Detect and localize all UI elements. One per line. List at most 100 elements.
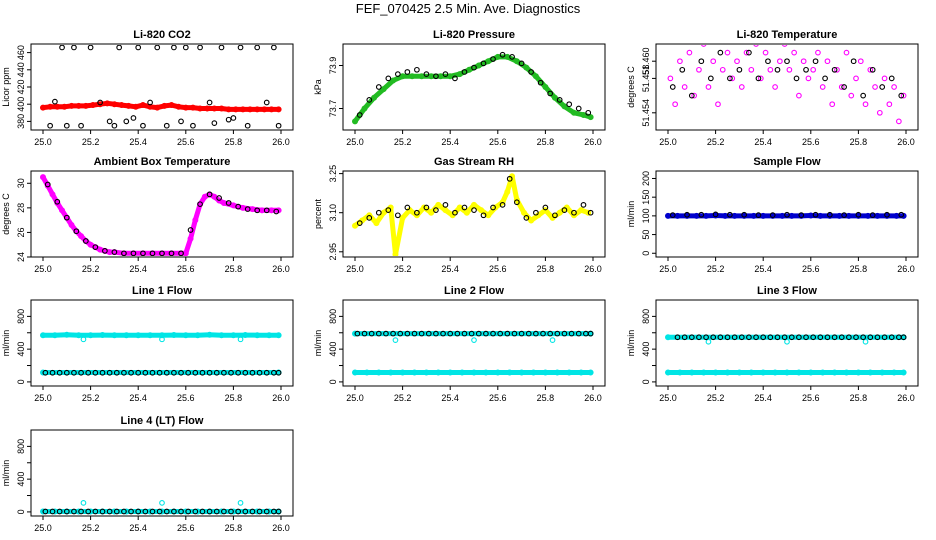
data-point bbox=[736, 369, 743, 376]
data-point bbox=[87, 332, 94, 339]
data-point bbox=[846, 334, 852, 341]
panel-title: Li-820 Temperature bbox=[737, 29, 838, 41]
data-point bbox=[876, 109, 883, 116]
data-point bbox=[170, 332, 177, 339]
data-point bbox=[760, 212, 767, 219]
data-point bbox=[753, 45, 759, 47]
data-point bbox=[803, 334, 809, 341]
data-point bbox=[696, 334, 702, 341]
data-point bbox=[51, 332, 58, 339]
data-layer bbox=[40, 500, 282, 515]
x-tick-label: 25.8 bbox=[225, 523, 243, 533]
x-tick-label: 26.0 bbox=[272, 393, 290, 403]
data-point bbox=[788, 212, 795, 219]
data-point bbox=[275, 106, 282, 113]
y-tick-label: 380 bbox=[16, 114, 26, 129]
data-point bbox=[135, 332, 142, 339]
data-point bbox=[418, 330, 425, 337]
data-point bbox=[275, 508, 282, 515]
data-point bbox=[404, 204, 411, 211]
data-point bbox=[414, 209, 420, 216]
data-point bbox=[715, 101, 721, 108]
data-point bbox=[504, 53, 511, 60]
data-point bbox=[795, 369, 802, 376]
data-point bbox=[187, 227, 194, 233]
data-point bbox=[841, 212, 847, 218]
data-point bbox=[826, 211, 833, 218]
data-point bbox=[461, 204, 468, 211]
y-tick-label: 0 bbox=[641, 251, 651, 256]
data-point bbox=[860, 334, 867, 341]
data-point bbox=[201, 193, 208, 200]
data-point bbox=[192, 508, 199, 515]
data-point bbox=[672, 101, 678, 108]
x-tick-label: 25.0 bbox=[346, 264, 364, 274]
data-point bbox=[734, 58, 740, 65]
data-layer bbox=[667, 45, 907, 125]
y-tick-label: 50 bbox=[641, 230, 651, 240]
data-layer bbox=[351, 51, 594, 125]
data-point bbox=[87, 45, 94, 51]
data-point bbox=[767, 334, 774, 341]
x-tick-label: 25.8 bbox=[537, 264, 555, 274]
y-tick-label: 28 bbox=[16, 203, 26, 213]
data-point bbox=[142, 508, 149, 515]
data-point bbox=[163, 508, 170, 515]
x-tick-label: 25.0 bbox=[34, 264, 52, 274]
data-point bbox=[102, 248, 108, 254]
data-point bbox=[197, 105, 204, 112]
data-point bbox=[237, 336, 244, 343]
data-point bbox=[390, 330, 396, 337]
data-point bbox=[869, 66, 876, 73]
x-tick-label: 26.0 bbox=[272, 523, 290, 533]
data-point bbox=[204, 105, 211, 112]
data-point bbox=[765, 58, 771, 65]
data-point bbox=[869, 212, 876, 218]
data-point bbox=[263, 99, 270, 106]
data-point bbox=[461, 330, 468, 337]
data-point bbox=[206, 331, 213, 338]
x-tick-label: 25.4 bbox=[754, 137, 772, 147]
data-point bbox=[698, 58, 705, 65]
data-point bbox=[221, 508, 227, 515]
y-tick-label: 800 bbox=[641, 309, 651, 324]
series-2-5-min bbox=[42, 508, 282, 515]
plot-frame bbox=[342, 170, 606, 258]
data-point bbox=[494, 53, 501, 60]
data-point bbox=[817, 334, 824, 341]
data-point bbox=[411, 369, 418, 376]
data-point bbox=[442, 207, 449, 214]
data-point bbox=[729, 75, 736, 82]
data-point bbox=[263, 369, 270, 376]
data-point bbox=[147, 103, 154, 110]
data-point bbox=[92, 508, 99, 515]
data-point bbox=[47, 103, 54, 110]
data-point bbox=[414, 66, 420, 73]
data-point bbox=[230, 202, 237, 209]
data-point bbox=[225, 106, 232, 113]
data-point bbox=[433, 330, 439, 337]
data-point bbox=[423, 71, 430, 77]
data-point bbox=[781, 334, 788, 341]
data-point bbox=[803, 66, 809, 73]
data-point bbox=[470, 369, 477, 376]
data-point bbox=[810, 66, 817, 73]
data-point bbox=[691, 92, 698, 99]
x-tick-label: 25.4 bbox=[129, 264, 147, 274]
data-point bbox=[896, 118, 902, 125]
data-point bbox=[249, 369, 256, 376]
y-tick-label: 3.10 bbox=[328, 204, 338, 222]
data-point bbox=[669, 212, 676, 218]
data-point bbox=[838, 334, 845, 341]
data-point bbox=[142, 369, 149, 376]
data-point bbox=[47, 122, 53, 129]
data-point bbox=[237, 45, 244, 51]
panel-title: Line 2 Flow bbox=[444, 285, 504, 297]
panel-licor-temp: Li-820 Temperature 25.0 25.2 25.4 25.6 25.8 26… bbox=[626, 29, 919, 147]
data-point bbox=[178, 250, 184, 256]
data-point bbox=[149, 508, 156, 515]
data-point bbox=[578, 207, 585, 214]
data-point bbox=[724, 334, 731, 341]
data-point bbox=[466, 66, 473, 73]
panel-title: Line 4 (LT) Flow bbox=[121, 415, 204, 427]
